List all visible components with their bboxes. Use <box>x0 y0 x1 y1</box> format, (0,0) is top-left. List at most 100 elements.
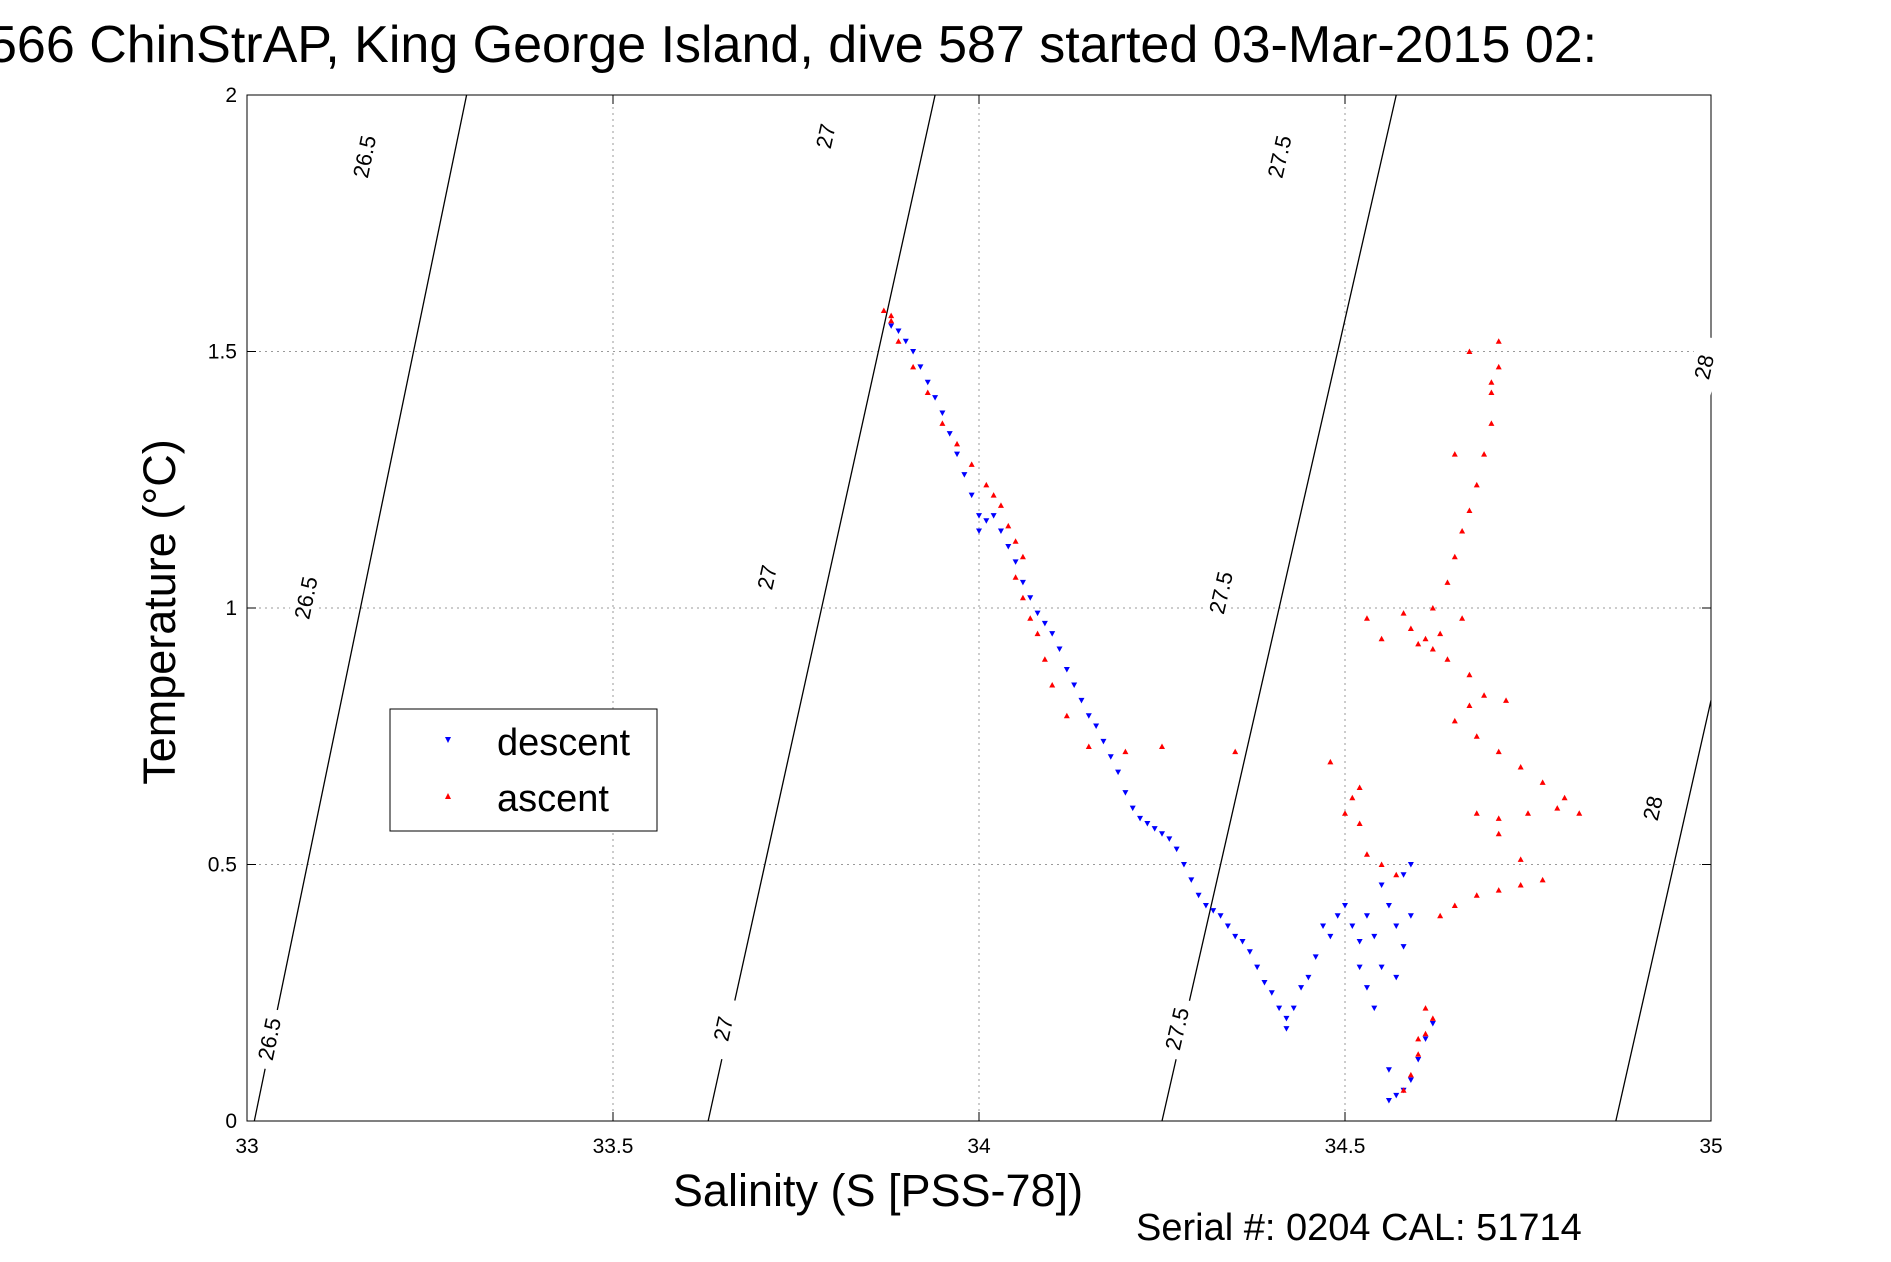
ascent-point <box>990 492 997 498</box>
ascent-point <box>1459 528 1466 534</box>
ascent-point <box>1466 507 1473 514</box>
descent-point <box>1363 913 1370 919</box>
descent-point <box>1093 723 1100 729</box>
x-tick-label: 33 <box>235 1135 258 1158</box>
y-tick-label: 0.5 <box>208 854 237 877</box>
descent-point <box>1041 620 1048 627</box>
ascent-point <box>1429 1015 1436 1021</box>
legend-descent-marker <box>445 737 451 743</box>
descent-point <box>1349 923 1356 930</box>
ascent-point <box>1554 805 1561 811</box>
ascent-point <box>1451 451 1458 457</box>
ascent-point <box>888 317 895 324</box>
descent-point <box>954 451 961 458</box>
descent-point <box>1407 862 1414 868</box>
ascent-point <box>1473 892 1480 898</box>
descent-point <box>1217 913 1224 919</box>
descent-point <box>1027 595 1034 601</box>
descent-point <box>961 472 968 478</box>
ascent-point <box>1451 902 1458 909</box>
descent-point <box>1290 1005 1297 1012</box>
descent-point <box>895 328 902 334</box>
isopycnal-label-bg <box>1259 124 1299 189</box>
descent-point <box>1202 903 1209 909</box>
ascent-point <box>1400 610 1407 616</box>
isopycnal-label-bg <box>250 1006 288 1071</box>
isopycnal-line <box>253 94 468 1122</box>
ascent-point <box>895 338 902 344</box>
descent-point <box>976 513 982 519</box>
ascent-point <box>1342 810 1348 816</box>
ascent-point <box>1561 794 1568 801</box>
axis-ticks <box>246 94 1712 1122</box>
isopycnal-label-bg <box>703 996 742 1061</box>
x-axis-label: Salinity (S [PSS-78]) <box>673 1165 1083 1216</box>
isopycnal-line <box>1161 94 1397 1122</box>
ascent-point <box>1466 671 1473 678</box>
ascent-point <box>1576 810 1583 816</box>
descent-point <box>990 513 997 519</box>
ascent-point <box>954 440 961 447</box>
descent-point <box>1100 738 1107 745</box>
isopycnal-label-bg <box>1684 334 1723 400</box>
ascent-point <box>1481 451 1488 457</box>
ascent-point <box>1517 856 1524 862</box>
isopycnal-label-bg <box>1157 996 1196 1061</box>
ascent-point <box>1539 876 1546 883</box>
ascent-point <box>1517 764 1524 770</box>
descent-point <box>924 379 931 386</box>
ascent-point <box>888 312 895 319</box>
isopycnal-label: 28 <box>1689 352 1719 381</box>
ascent-point <box>1466 702 1473 708</box>
grid-lines <box>247 95 1711 1121</box>
descent-point <box>1342 903 1348 909</box>
descent-point <box>1363 985 1370 991</box>
ascent-point <box>1049 681 1056 688</box>
descent-point <box>917 364 924 370</box>
y-axis-label: Temperature (°C) <box>134 439 185 785</box>
ascent-point <box>1407 1071 1414 1078</box>
ascent-point <box>997 502 1004 508</box>
descent-point <box>1261 979 1268 986</box>
ascent-point <box>1422 635 1429 642</box>
descent-point <box>1283 1015 1290 1022</box>
descent-point <box>1393 974 1400 981</box>
descent-point <box>1385 1097 1392 1104</box>
descent-point <box>1298 985 1305 991</box>
ascent-point <box>1027 615 1034 621</box>
legend-ascent-marker <box>445 793 451 799</box>
x-tick-label: 33.5 <box>593 1135 634 1158</box>
isopycnal-label: 28 <box>1638 793 1668 822</box>
descent-point <box>1137 815 1144 822</box>
descent-point <box>1056 646 1063 653</box>
ascent-point <box>1019 594 1026 601</box>
ascent-point <box>1378 861 1385 867</box>
ascent-point <box>1525 810 1531 816</box>
descent-point <box>1115 769 1122 776</box>
ascent-point <box>1466 348 1473 354</box>
legend-ascent-label: ascent <box>497 778 609 820</box>
x-tick-label: 34.5 <box>1325 1135 1366 1158</box>
ascent-point <box>1034 630 1041 637</box>
descent-point <box>1385 1067 1392 1073</box>
descent-point <box>1005 543 1012 550</box>
isopycnal-label-bg <box>1633 775 1672 841</box>
ascent-point <box>1349 794 1356 801</box>
ascent-point <box>1005 522 1012 529</box>
descent-point <box>1356 964 1363 971</box>
descent-point <box>932 395 939 401</box>
ascent-point <box>1063 712 1070 719</box>
descent-point <box>1049 631 1056 637</box>
isopycnal-label-bg <box>1201 560 1240 625</box>
isopycnal-line <box>1615 700 1712 1122</box>
ascent-point <box>983 481 990 488</box>
ascent-point <box>1429 605 1436 611</box>
descent-point <box>1071 682 1078 688</box>
descent-point <box>983 518 990 524</box>
descent-point <box>1188 877 1195 883</box>
isopycnal-label: 27 <box>708 1014 738 1043</box>
ascent-point <box>1356 820 1363 826</box>
ascent-point <box>1407 625 1414 632</box>
isopycnal-label: 27 <box>752 563 782 592</box>
